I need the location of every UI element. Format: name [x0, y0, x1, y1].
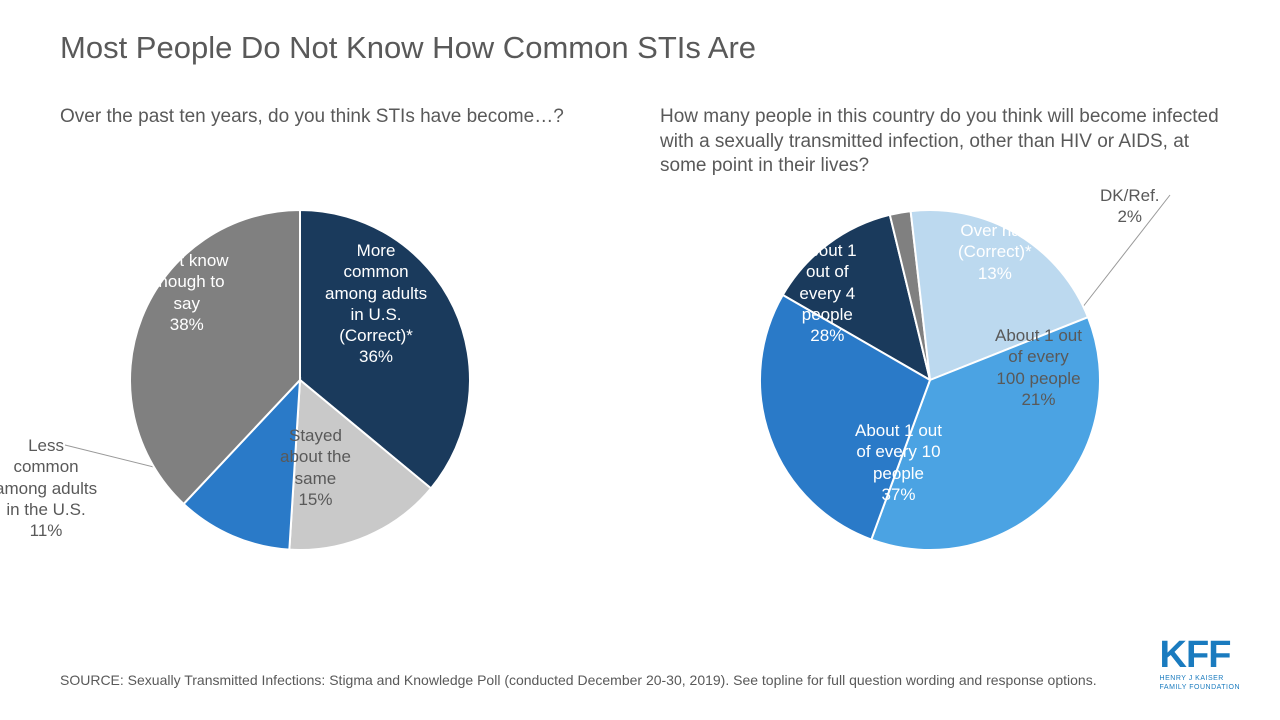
kff-logo: KFF HENRY J KAISER FAMILY FOUNDATION: [1160, 638, 1240, 692]
logo-main: KFF: [1160, 638, 1240, 672]
chart2-question: How many people in this country do you t…: [660, 105, 1230, 179]
chart1-question: Over the past ten years, do you think ST…: [60, 105, 600, 130]
slice-label: Don't knowenough tosay38%: [145, 250, 229, 335]
source-text: SOURCE: Sexually Transmitted Infections:…: [60, 671, 1110, 690]
slice-label: DK/Ref.2%: [1100, 185, 1160, 228]
slice-label: About 1out ofevery 4people28%: [798, 240, 857, 346]
page-title: Most People Do Not Know How Common STIs …: [60, 30, 756, 66]
slice-label: Lesscommonamong adultsin the U.S.11%: [0, 435, 97, 541]
logo-sub2: FAMILY FOUNDATION: [1160, 684, 1240, 692]
slice-label: Over half(Correct)*13%: [958, 220, 1032, 284]
slice-label: About 1 outof every100 people21%: [995, 325, 1082, 410]
chart2-container: Over half(Correct)*13%DK/Ref.2%About 1 o…: [760, 210, 1100, 555]
slice-label: Stayedabout thesame15%: [280, 425, 351, 510]
slice-label: Morecommonamong adultsin U.S.(Correct)*3…: [325, 240, 427, 368]
chart1-container: Morecommonamong adultsin U.S.(Correct)*3…: [130, 210, 470, 555]
slice-label: About 1 outof every 10people37%: [855, 420, 942, 505]
